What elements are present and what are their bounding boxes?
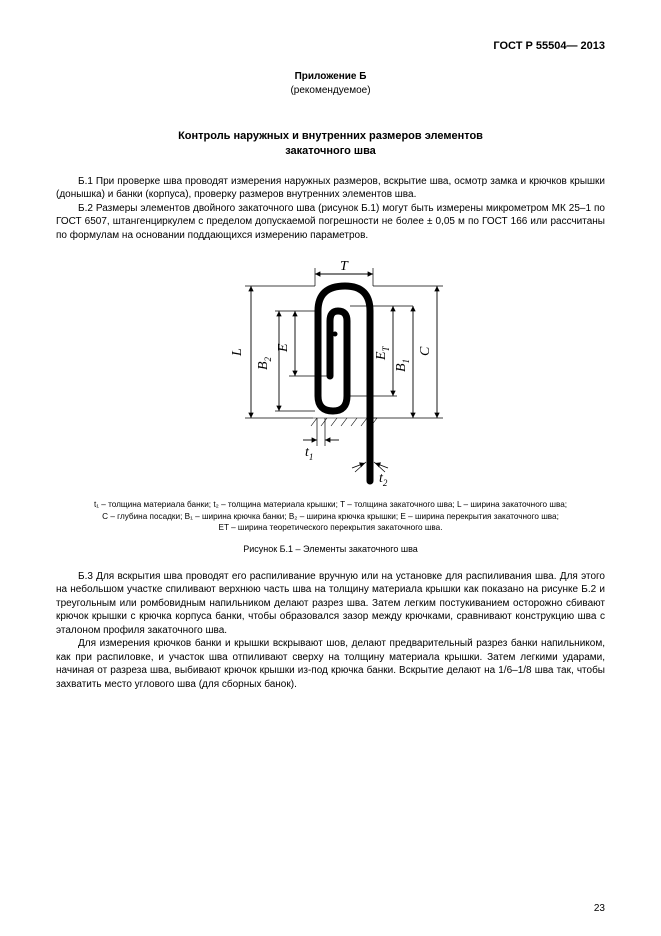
svg-text:t2: t2 bbox=[379, 471, 388, 486]
figure-legend: t₁ – толщина материала банки; t₂ – толщи… bbox=[56, 499, 605, 533]
figure-caption: Рисунок Б.1 – Элементы закаточного шва bbox=[56, 544, 605, 554]
seam-diagram-svg: T bbox=[205, 256, 457, 486]
legend-l3: ET – ширина теоретического перекрытия за… bbox=[56, 522, 605, 533]
figure-b1: T bbox=[56, 256, 605, 553]
gost-header: ГОСТ Р 55504— 2013 bbox=[56, 40, 605, 52]
label-C: C bbox=[418, 346, 433, 356]
label-L: L bbox=[230, 348, 245, 357]
section-title: Контроль наружных и внутренних размеров … bbox=[56, 129, 605, 159]
title-line1: Контроль наружных и внутренних размеров … bbox=[56, 129, 605, 144]
svg-text:ET: ET bbox=[374, 346, 391, 362]
page-number: 23 bbox=[594, 903, 605, 914]
para-b3: Б.3 Для вскрытия шва проводят его распил… bbox=[56, 570, 605, 638]
appendix-note: (рекомендуемое) bbox=[56, 84, 605, 98]
svg-text:B1: B1 bbox=[394, 359, 411, 372]
para-b2: Б.2 Размеры элементов двойного закаточно… bbox=[56, 202, 605, 243]
legend-l1: t₁ – толщина материала банки; t₂ – толщи… bbox=[56, 499, 605, 510]
appendix-title: Приложение Б bbox=[56, 70, 605, 84]
page: ГОСТ Р 55504— 2013 Приложение Б (рекомен… bbox=[0, 0, 661, 936]
svg-text:B2: B2 bbox=[256, 357, 273, 371]
para-b1: Б.1 При проверке шва проводят измерения … bbox=[56, 175, 605, 202]
label-ET: E bbox=[374, 351, 389, 361]
title-line2: закаточного шва bbox=[56, 144, 605, 159]
appendix-block: Приложение Б (рекомендуемое) bbox=[56, 70, 605, 97]
para-b4: Для измерения крючков банки и крышки вск… bbox=[56, 637, 605, 691]
svg-text:t1: t1 bbox=[305, 445, 313, 462]
label-T: T bbox=[340, 259, 349, 274]
label-E: E bbox=[276, 343, 291, 353]
legend-l2: C – глубина посадки; B₁ – ширина крючка … bbox=[56, 511, 605, 522]
